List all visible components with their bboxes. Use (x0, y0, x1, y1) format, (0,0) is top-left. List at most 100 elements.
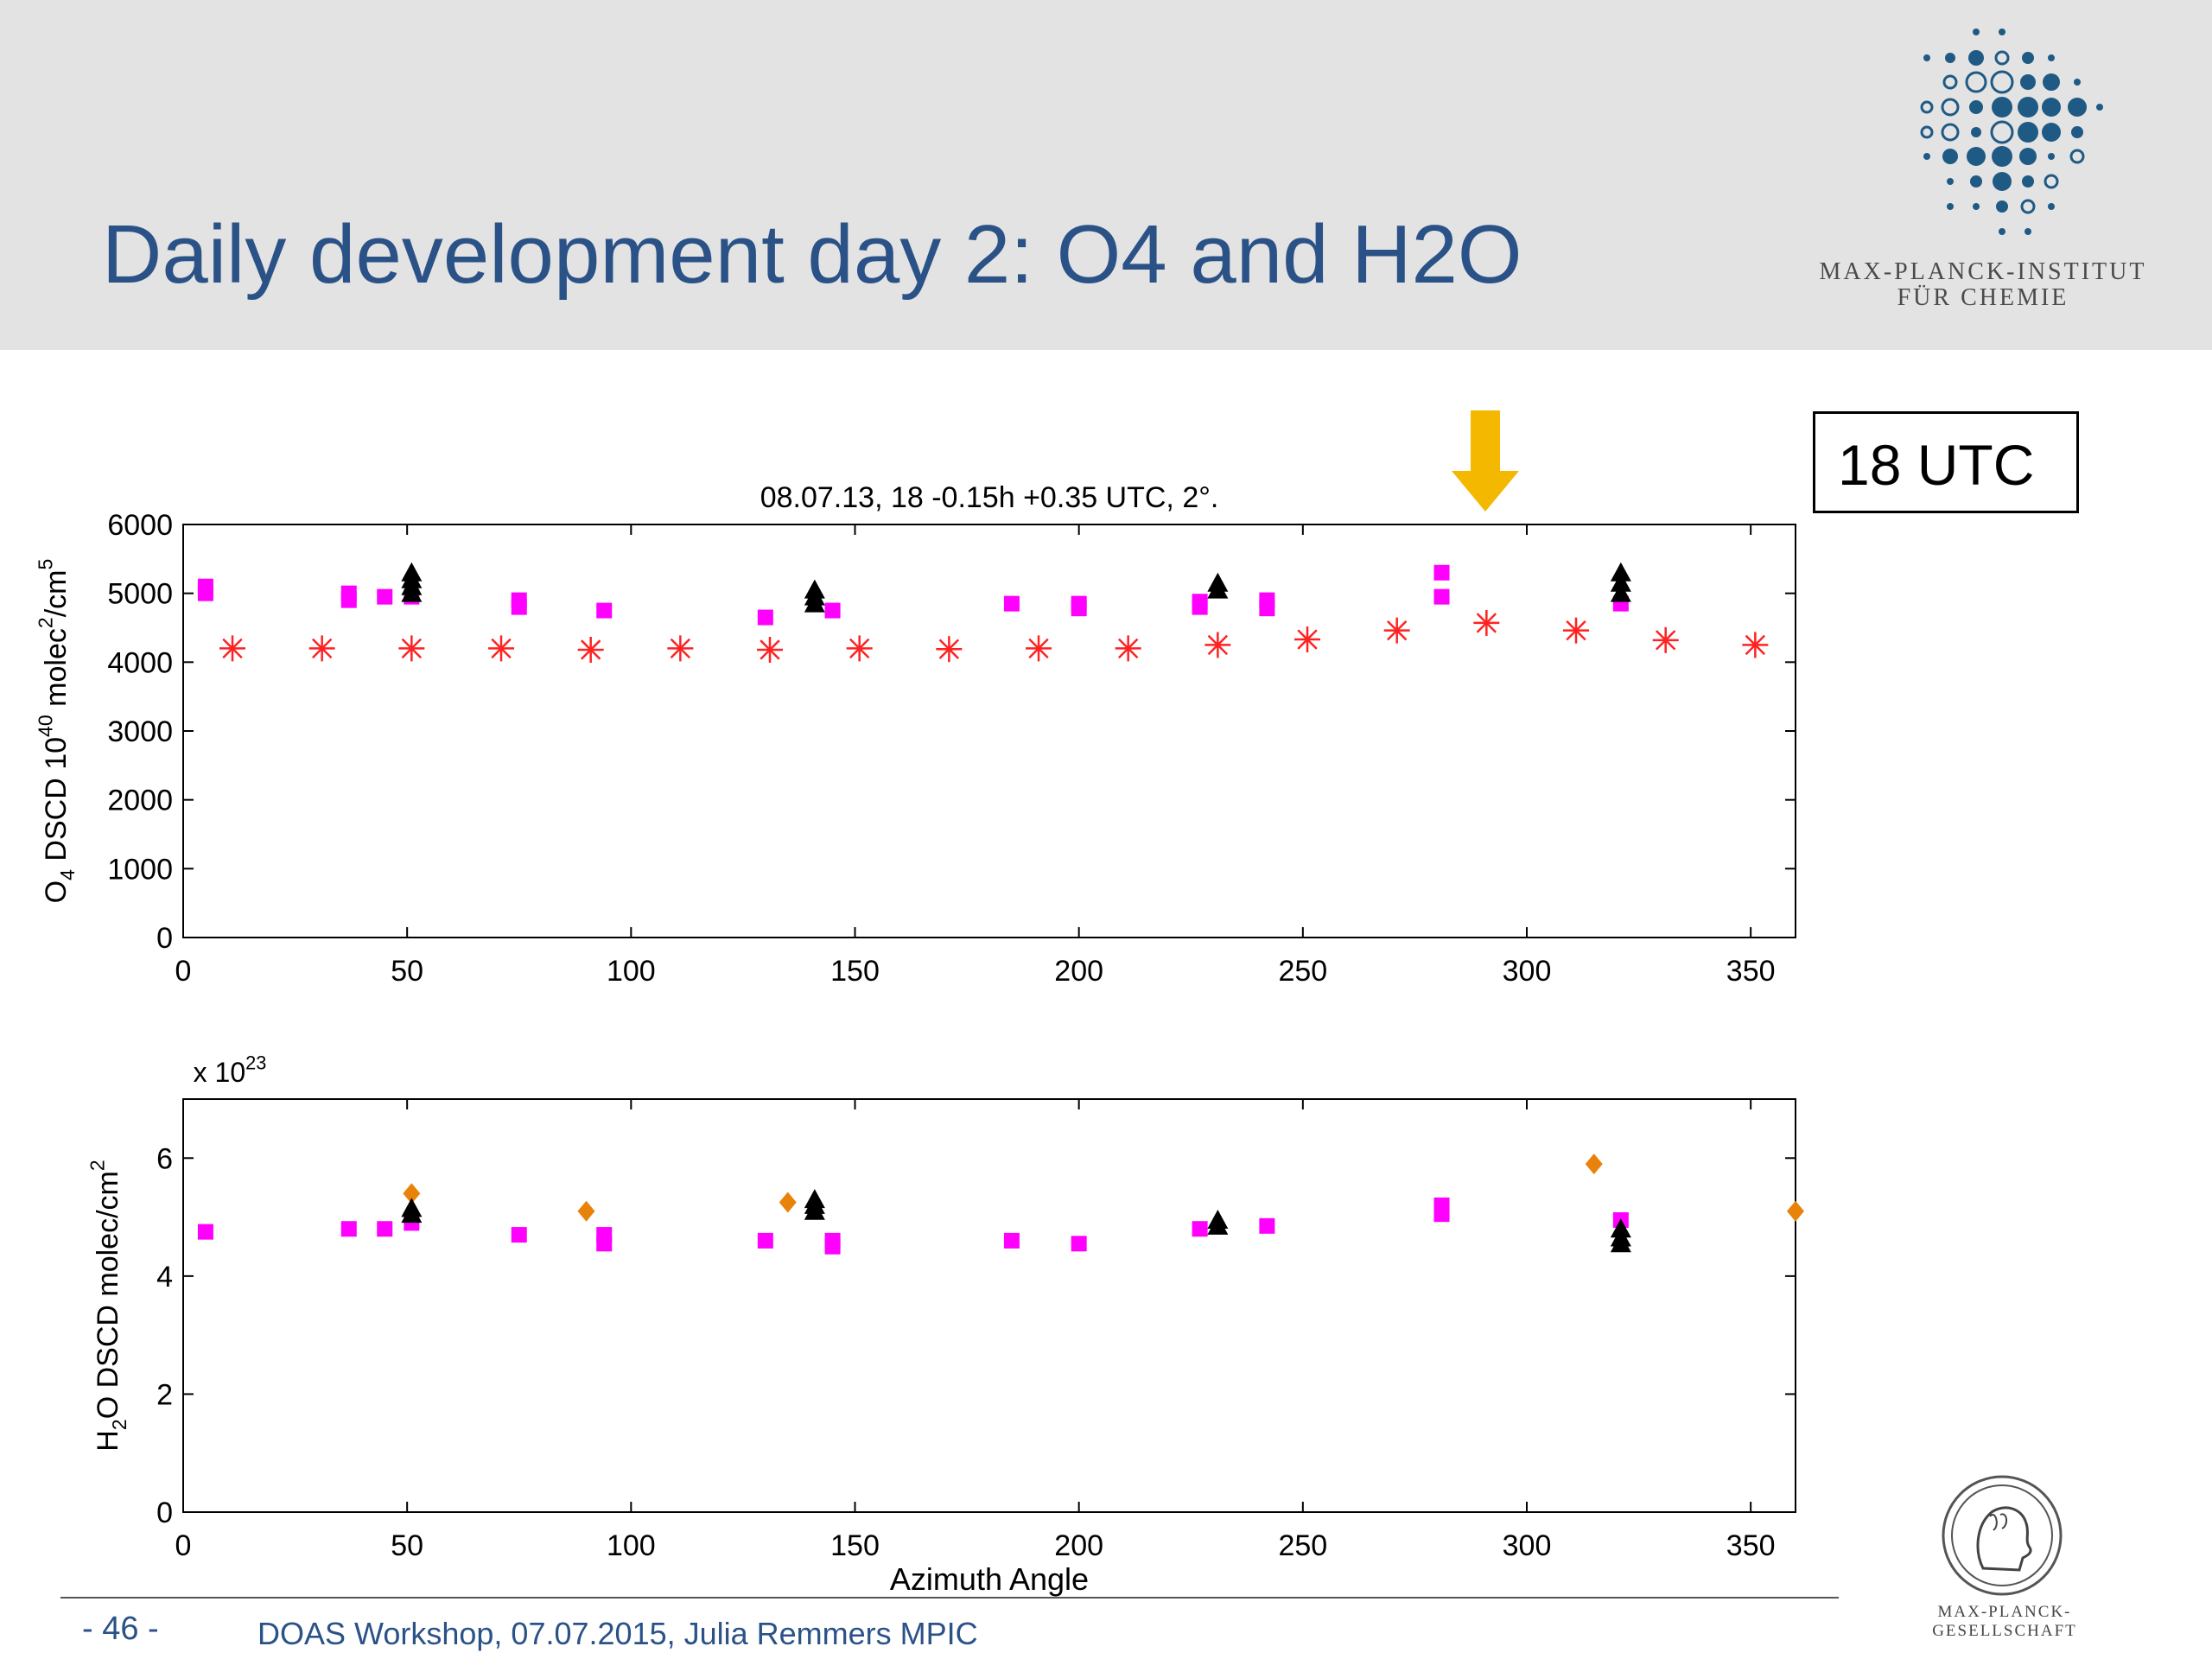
chart2-point-diamond (577, 1200, 595, 1222)
chart1-y-tick-label: 2000 (107, 785, 173, 817)
chart2-point-square (1071, 1236, 1087, 1252)
chart1-point-square (1192, 594, 1208, 610)
chart1-point-square (1071, 595, 1087, 612)
chart2-y-tick-label: 0 (156, 1497, 173, 1529)
chart1-point-asterisk (1294, 626, 1321, 653)
chart1-x-tick-label: 200 (1054, 955, 1103, 988)
chart1-point-asterisk (1742, 632, 1769, 658)
chart1-point-square (511, 592, 527, 608)
chart1-x-tick-label: 250 (1278, 955, 1327, 988)
chart1-point-asterisk (1026, 635, 1052, 662)
chart2-x-tick-label: 300 (1503, 1529, 1552, 1562)
chart1-x-tick-label: 100 (607, 955, 656, 988)
slide-title: Daily development day 2: O4 and H2O (102, 208, 1522, 301)
chart1-point-square (340, 585, 357, 601)
chart1-point-asterisk (219, 635, 246, 662)
chart2-point-square (1192, 1221, 1208, 1237)
chart2-x-tick-label: 0 (175, 1529, 192, 1562)
mpi-logo-icon (1920, 29, 2103, 235)
chart1-x-tick-label: 150 (830, 955, 880, 988)
footer-text: DOAS Workshop, 07.07.2015, Julia Remmers… (257, 1616, 978, 1651)
mpi-logo-line-1: MAX-PLANCK-INSTITUT (1819, 258, 2147, 285)
chart1-point-asterisk (1205, 632, 1231, 658)
annotation-box: 18 UTC (1813, 411, 2079, 513)
chart1-y-tick-label: 0 (156, 922, 173, 955)
chart2-x-tick-label: 150 (830, 1529, 880, 1562)
chart1-y-tick-label: 3000 (107, 715, 173, 748)
chart2-x-axis-label: Azimuth Angle (890, 1561, 1089, 1597)
chart2-x-tick-label: 250 (1278, 1529, 1327, 1562)
chart2-x-tick-label: 200 (1054, 1529, 1103, 1562)
chart2-point-square (511, 1227, 527, 1243)
chart2-point-diamond (1585, 1154, 1603, 1175)
chart2-y-axis-label: H2O DSCD molec/cm2 (86, 1160, 131, 1451)
chart2-point-square (824, 1232, 841, 1249)
chart1-x-tick-label: 50 (391, 955, 423, 988)
chart2-point-diamond (1787, 1200, 1804, 1222)
chart2-point-square (377, 1221, 393, 1237)
chart2-x-tick-label: 50 (391, 1529, 423, 1562)
chart1-point-triangle (401, 562, 423, 582)
chart1-point-triangle (1610, 562, 1631, 582)
chart1-point-triangle (1610, 572, 1631, 592)
chart2-point-triangle (401, 1198, 423, 1217)
chart1-point-triangle (1610, 582, 1631, 602)
mpg-logo-icon (1942, 1475, 2063, 1596)
chart2-x-tick-label: 100 (607, 1529, 656, 1562)
chart1-point-triangle (804, 579, 825, 599)
mpg-logo-text: MAX-PLANCK-GESELLSCHAFT (1932, 1603, 2077, 1640)
mpi-logo-text: MAX-PLANCK-INSTITUT FÜR CHEMIE (1810, 259, 2156, 311)
chart1-y-tick-label: 1000 (107, 853, 173, 886)
chart2-y-tick-label: 6 (156, 1142, 173, 1175)
chart2-point-diamond (403, 1183, 421, 1205)
chart1-point-asterisk (846, 635, 873, 662)
chart2-x-tick-label: 350 (1726, 1529, 1776, 1562)
chart1-point-asterisk (577, 636, 604, 663)
chart2-point-triangle (1207, 1209, 1229, 1229)
chart2-point-square (1259, 1217, 1275, 1234)
page-number: - 46 - (82, 1611, 159, 1647)
chart1-x-tick-label: 350 (1726, 955, 1776, 988)
chart1-point-asterisk (936, 636, 963, 663)
chart1-point-asterisk (757, 636, 784, 663)
footer-divider (60, 1597, 1839, 1599)
chart1-point-asterisk (308, 635, 335, 662)
mpi-logo-line-2: FÜR CHEMIE (1897, 284, 2069, 311)
chart1-point-square (596, 602, 613, 619)
chart1-point-square (1433, 564, 1450, 581)
chart1-point-square (197, 578, 213, 594)
chart2-point-square (1003, 1232, 1020, 1249)
chart2-point-square (596, 1227, 613, 1243)
chart2-plot-frame (182, 1098, 1796, 1513)
chart1-point-asterisk (667, 635, 694, 662)
chart1-point-asterisk (1473, 609, 1500, 636)
chart1-point-asterisk (488, 635, 515, 662)
chart1-y-tick-label: 4000 (107, 646, 173, 679)
chart2-y-tick-label: 4 (156, 1261, 173, 1294)
chart1-y-tick-label: 5000 (107, 578, 173, 611)
chart1-point-square (757, 609, 773, 626)
chart2-point-square (340, 1221, 357, 1237)
chart2-y-multiplier: x 1023 (194, 1052, 267, 1088)
chart1-point-asterisk (398, 635, 425, 662)
chart2-point-square (1433, 1197, 1450, 1213)
chart1-point-asterisk (1115, 635, 1141, 662)
chart2-point-triangle (804, 1189, 825, 1209)
chart1-x-tick-label: 300 (1503, 955, 1552, 988)
chart1-point-asterisk (1383, 617, 1410, 644)
chart1-plot-frame (182, 524, 1796, 938)
chart1-point-asterisk (1563, 617, 1590, 644)
chart1-point-asterisk (1652, 626, 1679, 653)
chart1-point-square (1003, 595, 1020, 612)
header-band (0, 0, 2212, 350)
chart1-title: 08.07.13, 18 -0.15h +0.35 UTC, 2°. (760, 481, 1219, 514)
chart2-point-triangle (1610, 1218, 1631, 1238)
chart1-point-square (824, 602, 841, 619)
chart2-point-square (197, 1224, 213, 1240)
chart1-x-tick-label: 0 (175, 955, 192, 988)
chart2-point-square (757, 1232, 773, 1249)
chart1-point-square (1433, 588, 1450, 605)
chart2-y-tick-label: 2 (156, 1378, 173, 1411)
chart1-y-axis-label: O4 DSCD 1040 molec2/cm5 (35, 559, 79, 904)
